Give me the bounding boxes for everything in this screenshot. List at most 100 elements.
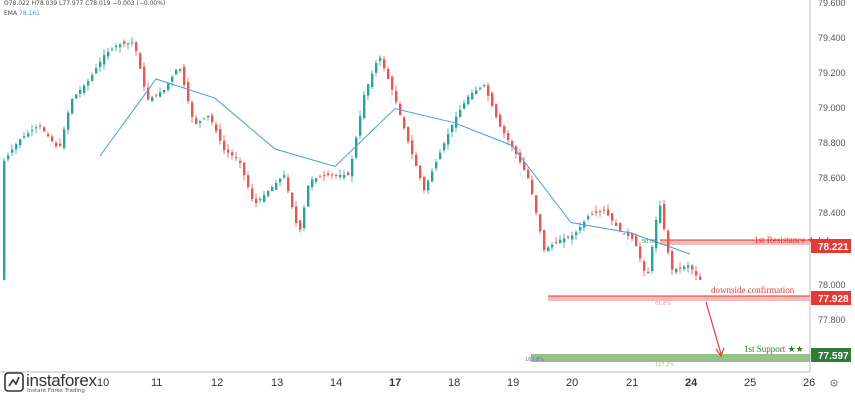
resistance-badge: 78.221 (818, 242, 849, 253)
candle (679, 267, 682, 269)
candle (179, 69, 182, 71)
candle (603, 209, 606, 211)
fib-label-support-left: 161.8% (525, 357, 544, 363)
candle (31, 130, 34, 132)
candle (339, 175, 342, 178)
candle (275, 183, 278, 190)
x-tick: 18 (448, 377, 460, 389)
candle (427, 180, 430, 191)
settings-icon[interactable] (829, 378, 839, 388)
x-tick: 13 (271, 377, 283, 389)
candle (107, 51, 110, 57)
candle (395, 91, 398, 102)
candle (487, 85, 490, 96)
candle (47, 134, 50, 137)
candle (587, 216, 590, 220)
candle (611, 213, 614, 221)
candle (315, 178, 318, 182)
candle (631, 233, 634, 239)
candle (695, 271, 698, 276)
candle (331, 174, 334, 176)
candle (343, 175, 346, 178)
candle (11, 149, 14, 153)
candle (359, 116, 362, 136)
logo-tagline: Instant Forex Trading (27, 388, 85, 394)
candle (435, 162, 438, 169)
candle (495, 104, 498, 117)
candle (35, 127, 38, 129)
confirmation-label: downside confirmation (711, 285, 795, 295)
candle (687, 265, 690, 268)
candle (675, 268, 678, 273)
candle (219, 129, 222, 141)
candle (699, 276, 702, 280)
candle (55, 142, 58, 147)
candle (115, 45, 118, 48)
candle (655, 220, 658, 249)
instaforex-logo-icon (4, 372, 24, 392)
candle (159, 92, 162, 97)
candle (271, 187, 274, 192)
candle (3, 160, 6, 280)
candle (379, 57, 382, 61)
candle (87, 81, 90, 86)
candle (335, 175, 338, 176)
x-tick: 24 (685, 377, 698, 389)
candle (203, 118, 206, 120)
candle (23, 136, 26, 138)
ema-legend[interactable]: EMA 78.161 (4, 10, 40, 17)
x-tick: 20 (566, 377, 578, 389)
candle (131, 42, 134, 44)
candle (299, 220, 302, 230)
candle (187, 82, 190, 101)
confirmation-zone (548, 296, 810, 301)
instaforex-logo: instaforex Instant Forex Trading (4, 371, 100, 395)
candle (639, 246, 642, 259)
candle (543, 230, 546, 250)
candle (383, 59, 386, 69)
candle (619, 223, 622, 231)
candle (171, 76, 174, 82)
candle (367, 84, 370, 96)
candle (167, 83, 170, 90)
ema-legend-label: EMA (4, 10, 18, 17)
candle (463, 103, 466, 109)
candle (491, 93, 494, 107)
candle (571, 235, 574, 240)
fib-label-support: 127.2% (655, 362, 674, 368)
projection-arrow (705, 301, 722, 355)
y-tick: 78.000 (818, 280, 846, 290)
candle (175, 70, 178, 75)
candle (223, 140, 226, 150)
candle (311, 179, 314, 187)
candle (479, 87, 482, 89)
candle (199, 121, 202, 123)
candle (227, 149, 230, 153)
candle (211, 115, 214, 122)
candle (555, 241, 558, 243)
candle (15, 144, 18, 150)
candle (447, 134, 450, 145)
candle (251, 188, 254, 199)
candle (83, 85, 86, 93)
candle (279, 179, 282, 183)
candle (327, 173, 330, 176)
x-tick: 25 (744, 377, 756, 389)
x-tick: 11 (151, 377, 162, 389)
candle (643, 261, 646, 271)
x-tick: 19 (507, 377, 519, 389)
candle (443, 143, 446, 151)
candle (79, 90, 82, 94)
candle (243, 162, 246, 175)
candle (263, 195, 266, 202)
candle (599, 211, 602, 213)
resistance-zone (660, 240, 810, 245)
candle (451, 124, 454, 132)
candle (591, 213, 594, 215)
candle (475, 90, 478, 95)
candle (283, 175, 286, 178)
candle (59, 143, 62, 146)
y-tick: 77.800 (818, 315, 846, 325)
